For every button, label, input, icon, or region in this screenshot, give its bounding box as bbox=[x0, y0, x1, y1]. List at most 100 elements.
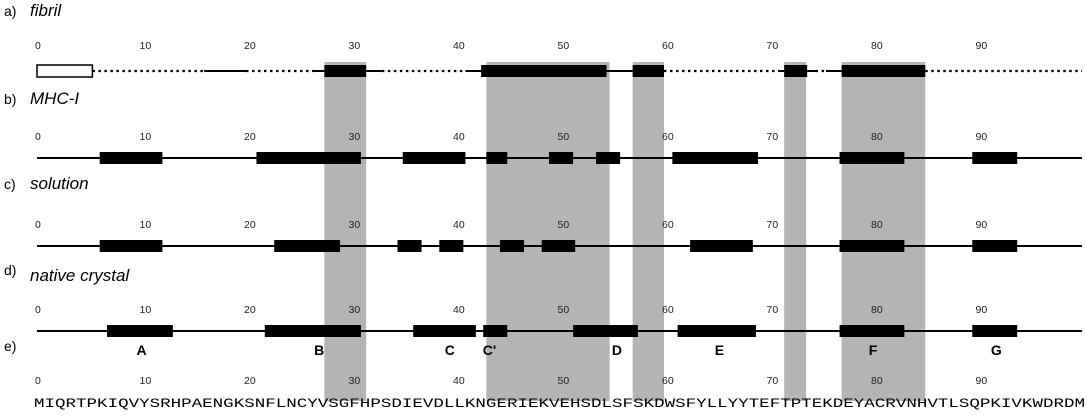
strand-bar bbox=[324, 65, 367, 77]
tick-label: 50 bbox=[558, 304, 570, 316]
tick-label: 40 bbox=[453, 304, 465, 316]
tick-label: 80 bbox=[871, 375, 883, 387]
tick-label: 50 bbox=[558, 40, 570, 52]
panel-2: c) solution 0 10 20 30 40 50 60 70 80 90 bbox=[4, 174, 1082, 252]
strand-bar bbox=[274, 240, 341, 252]
shaded-region-group bbox=[324, 62, 926, 401]
tick-label: 40 bbox=[453, 375, 465, 387]
tick-label: 50 bbox=[558, 131, 570, 143]
tick-label: 90 bbox=[976, 304, 988, 316]
strand-bar bbox=[573, 325, 638, 337]
tick-label: 80 bbox=[871, 219, 883, 231]
tick-label: 30 bbox=[349, 219, 361, 231]
tick-label: 70 bbox=[767, 40, 779, 52]
strand-bar bbox=[596, 152, 621, 164]
strand-bar bbox=[784, 65, 808, 77]
tick-label: 70 bbox=[767, 131, 779, 143]
panel-title: native crystal bbox=[30, 266, 130, 285]
tick-label: 20 bbox=[244, 131, 256, 143]
strand-bar bbox=[632, 65, 664, 77]
tick-label: 10 bbox=[140, 131, 152, 143]
strand-bar bbox=[99, 240, 163, 252]
strand-bar bbox=[690, 240, 753, 252]
panel-0: a) fibril 0 10 20 30 40 50 60 70 80 90 bbox=[4, 1, 1082, 78]
strand-bar bbox=[397, 240, 422, 252]
strand-bar bbox=[107, 325, 173, 337]
strand-bar bbox=[972, 325, 1018, 337]
tick-label: 10 bbox=[140, 375, 152, 387]
strand-label-D: D bbox=[612, 342, 622, 358]
strand-label-group: A B C C' D E F G bbox=[136, 342, 1001, 358]
tick-label: 90 bbox=[976, 219, 988, 231]
panel-title: fibril bbox=[30, 1, 62, 20]
strand-bar bbox=[413, 325, 476, 337]
strand-label-A: A bbox=[136, 342, 146, 358]
panel-title: solution bbox=[30, 174, 89, 193]
strand-bar bbox=[672, 152, 759, 164]
tick-label: 90 bbox=[976, 131, 988, 143]
tick-label: 0 bbox=[35, 131, 41, 143]
tick-label: 0 bbox=[35, 40, 41, 52]
panel-group: a) fibril 0 10 20 30 40 50 60 70 80 90 b) MHC-I 0 10 20 3… bbox=[4, 1, 1082, 337]
panel-title: MHC-I bbox=[30, 89, 79, 108]
strand-label-C': C' bbox=[483, 342, 496, 358]
strand-bar bbox=[483, 325, 508, 337]
tick-label: 50 bbox=[558, 219, 570, 231]
amino-acid-sequence: MIQRTPKIQVYSRHPAENGKSNFLNCYVSGFHPSDIEVDL… bbox=[34, 397, 1085, 411]
tick-label: 80 bbox=[871, 40, 883, 52]
strand-bar bbox=[972, 152, 1018, 164]
open-box bbox=[36, 64, 94, 78]
tick-label: 70 bbox=[767, 375, 779, 387]
panel-letter: c) bbox=[4, 176, 16, 192]
tick-label: 30 bbox=[349, 304, 361, 316]
strand-bar bbox=[439, 240, 464, 252]
panel-letter: d) bbox=[4, 262, 16, 278]
tick-label: 60 bbox=[662, 375, 674, 387]
tick-label: 80 bbox=[871, 304, 883, 316]
tick-label: 20 bbox=[244, 375, 256, 387]
strand-label-F: F bbox=[869, 342, 878, 358]
shaded-region-1 bbox=[486, 62, 610, 401]
sequence-panel: e) 0 10 20 30 40 50 60 70 80 90 MIQRTPKIQVYSRHPAENG… bbox=[4, 338, 1085, 411]
tick-label: 70 bbox=[767, 219, 779, 231]
panel-1: b) MHC-I 0 10 20 30 40 50 60 70 80 90 bbox=[4, 89, 1082, 164]
strand-bar bbox=[264, 325, 361, 337]
tick-label: 60 bbox=[662, 131, 674, 143]
panel-letter: a) bbox=[4, 3, 16, 19]
panel-letter: e) bbox=[4, 338, 16, 354]
tick-label: 40 bbox=[453, 219, 465, 231]
strand-bar bbox=[839, 325, 905, 337]
tick-label: 60 bbox=[662, 219, 674, 231]
tick-label: 10 bbox=[140, 304, 152, 316]
tick-label: 30 bbox=[349, 131, 361, 143]
strand-bar bbox=[541, 240, 576, 252]
tick-label: 70 bbox=[767, 304, 779, 316]
strand-label-E: E bbox=[715, 342, 724, 358]
tick-label: 40 bbox=[453, 131, 465, 143]
tick-label: 30 bbox=[349, 375, 361, 387]
tick-label: 90 bbox=[976, 375, 988, 387]
tick-label: 20 bbox=[244, 40, 256, 52]
strand-bar bbox=[841, 65, 926, 77]
tick-label: 0 bbox=[35, 219, 41, 231]
shaded-region-0 bbox=[324, 62, 367, 401]
strand-bar bbox=[839, 240, 905, 252]
strand-bar bbox=[402, 152, 466, 164]
shaded-region-4 bbox=[841, 62, 926, 401]
strand-bar bbox=[99, 152, 163, 164]
panel-3: d) native crystal 0 10 20 30 40 50 60 70 80 90 bbox=[4, 262, 1082, 337]
tick-label: 90 bbox=[976, 40, 988, 52]
strand-bar bbox=[839, 152, 905, 164]
tick-label: 30 bbox=[349, 40, 361, 52]
tick-label: 50 bbox=[558, 375, 570, 387]
strand-bar bbox=[549, 152, 574, 164]
strand-bar bbox=[972, 240, 1018, 252]
tick-label: 0 bbox=[35, 375, 41, 387]
tick-label: 80 bbox=[871, 131, 883, 143]
tick-label: 20 bbox=[244, 304, 256, 316]
tick-label: 10 bbox=[140, 219, 152, 231]
strand-bar bbox=[499, 240, 524, 252]
tick-label: 10 bbox=[140, 40, 152, 52]
shaded-region-2 bbox=[632, 62, 664, 401]
